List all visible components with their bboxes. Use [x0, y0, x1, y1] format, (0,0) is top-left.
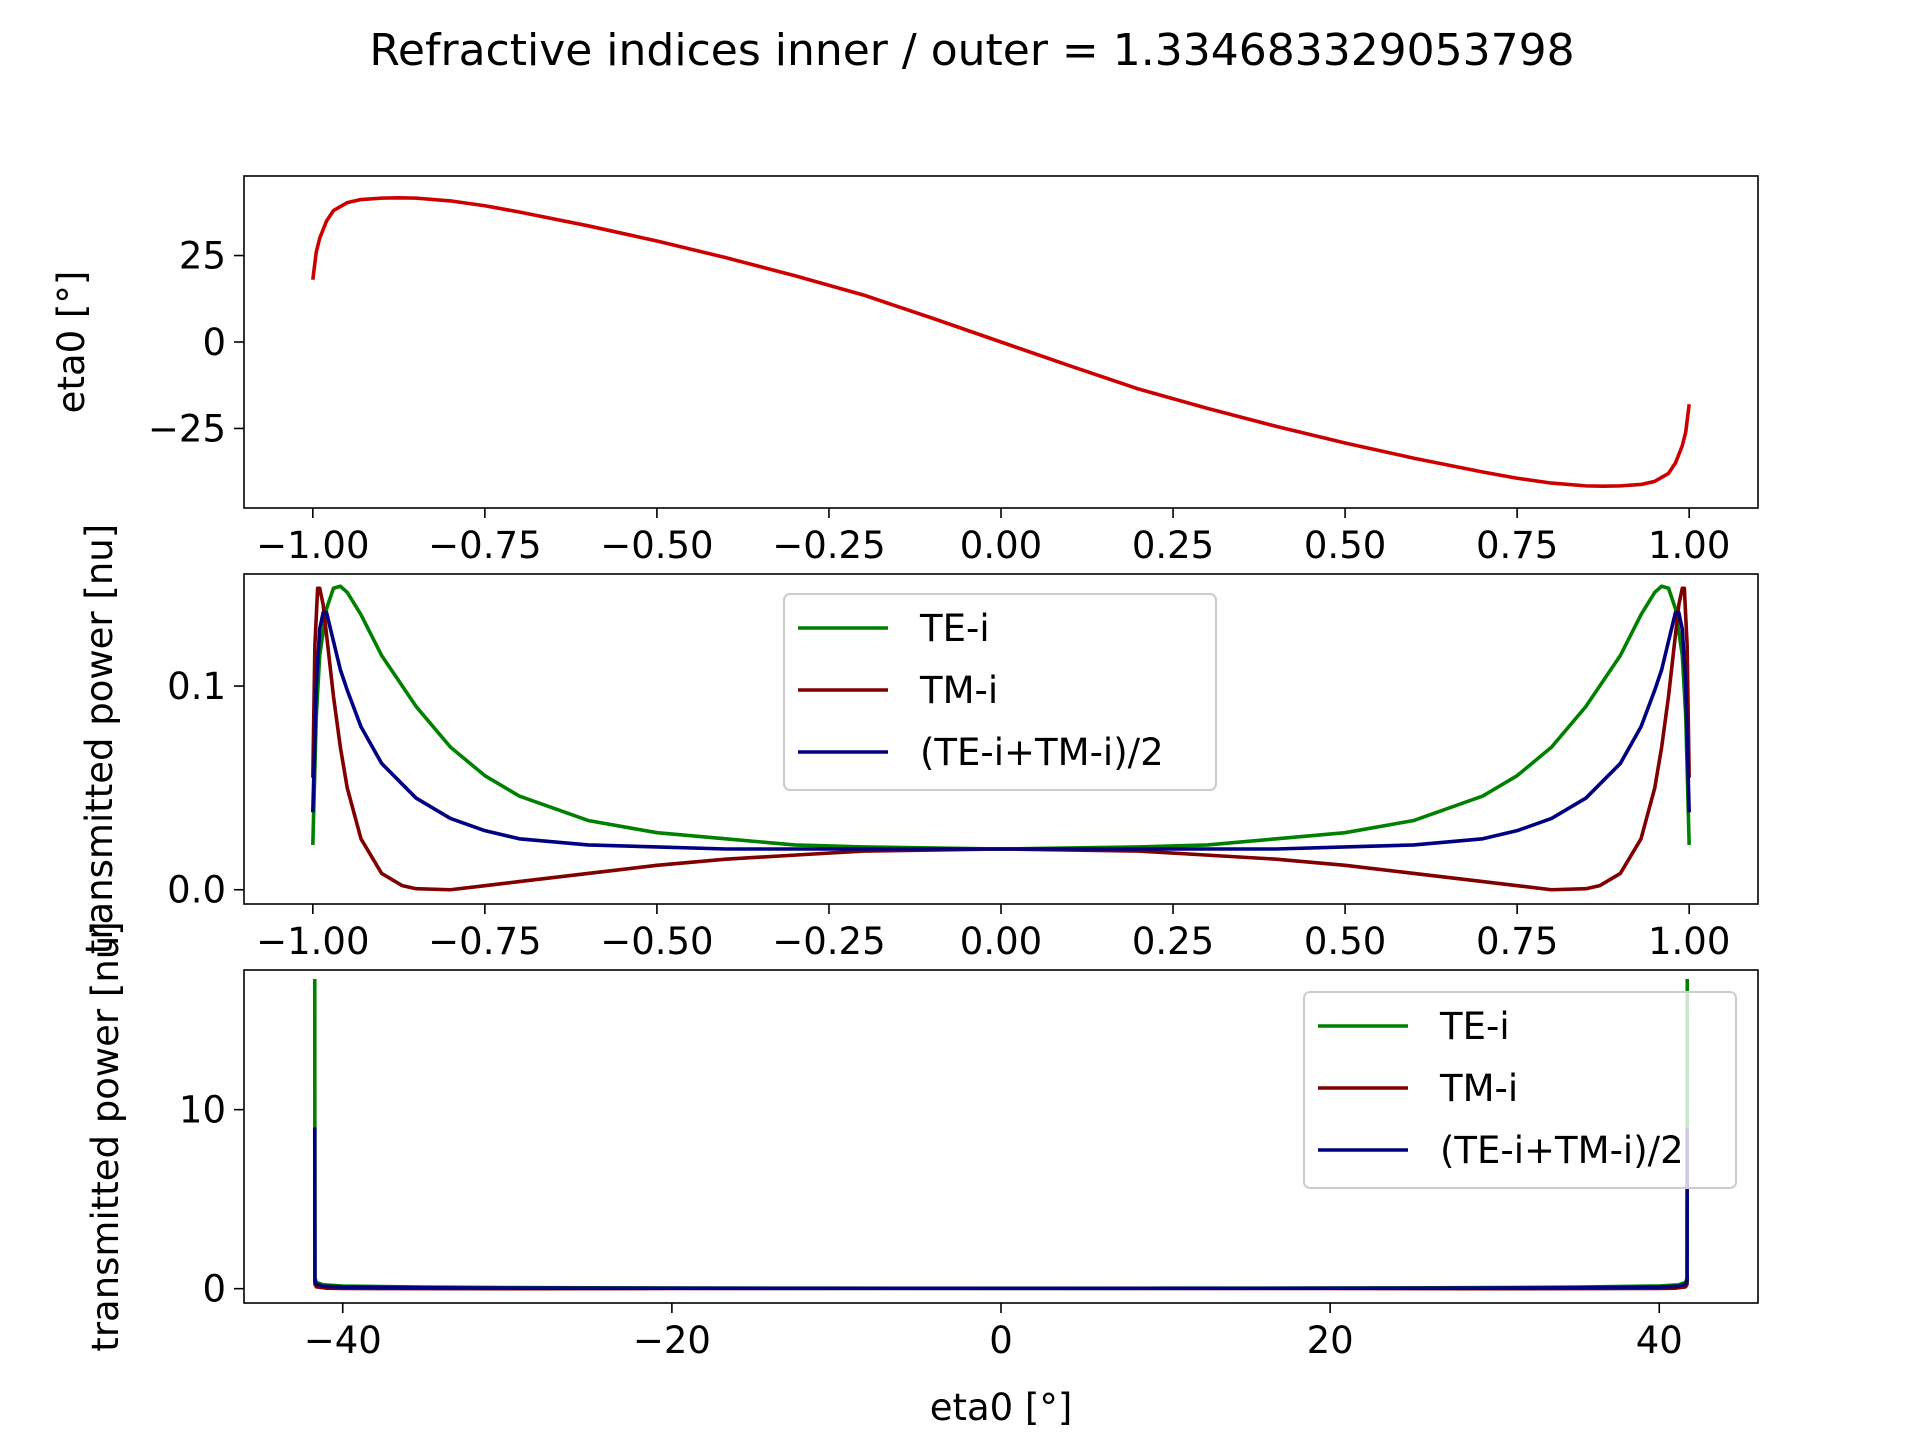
- x-tick-label: 0.25: [1132, 920, 1214, 963]
- x-tick-label: 0.75: [1476, 524, 1558, 567]
- subplot-3: −40 −20 0 20 40 10 0 transmitted power [nu] eta0…: [84, 921, 1759, 1429]
- x-axis-label: eta0 [°]: [930, 1386, 1073, 1429]
- x-tick-label: 0: [989, 1319, 1013, 1362]
- x-tick-label: 20: [1307, 1319, 1354, 1362]
- legend-frame: [783, 593, 1217, 791]
- x-tick-label: −0.50: [600, 920, 713, 963]
- x-tick-label: −0.50: [600, 524, 713, 567]
- x-tick-label: 40: [1636, 1319, 1683, 1362]
- y-tick-label: 0: [202, 321, 226, 364]
- series-line-te-i-tm-i-2: [311, 610, 1691, 851]
- x-tick-label: 0.25: [1132, 524, 1214, 567]
- subplot-1: −1.00 −0.75 −0.50 −0.25 0.00 0.25 0.50 0.75 1.00…: [50, 175, 1759, 567]
- x-tick-label: 1.00: [1648, 524, 1730, 567]
- y-tick-label: 0.1: [167, 665, 226, 708]
- x-tick-label: 0.00: [960, 920, 1042, 963]
- x-tick-label: −20: [633, 1319, 711, 1362]
- y-tick-label: 10: [179, 1089, 226, 1132]
- legend-entry: (TE-i+TM-i)/2: [1440, 1129, 1684, 1172]
- series-group: [312, 978, 1690, 1291]
- x-tick-label: −0.75: [428, 524, 541, 567]
- x-tick-label: 0.50: [1304, 524, 1386, 567]
- x-tick-label: 0.50: [1304, 920, 1386, 963]
- x-tick-label: 0.00: [960, 524, 1042, 567]
- subplot-2: −1.00 −0.75 −0.50 −0.25 0.00 0.25 0.50 0.75 1.00…: [78, 524, 1759, 963]
- series-group: [311, 584, 1691, 892]
- plots-group: −1.00 −0.75 −0.50 −0.25 0.00 0.25 0.50 0.75 1.00…: [50, 175, 1759, 1429]
- x-tick-label: −0.25: [772, 920, 885, 963]
- x-tick-label: 1.00: [1648, 920, 1730, 963]
- legend-entry: TM-i: [1439, 1067, 1518, 1110]
- y-tick-label: 0.0: [167, 869, 226, 912]
- x-tick-label: −1.00: [256, 524, 369, 567]
- y-axis-label: transmitted power [nu]: [78, 524, 121, 954]
- legend-frame: [1303, 991, 1737, 1189]
- legend-entry: TE-i: [919, 607, 990, 650]
- y-tick-label: −25: [148, 407, 226, 450]
- series-line-te-i-tm-i-2: [312, 1127, 1690, 1291]
- x-tick-label: −1.00: [256, 920, 369, 963]
- y-axis-label: transmitted power [nu]: [84, 921, 127, 1351]
- series-line-eta0: [311, 195, 1691, 489]
- x-tick-label: 0.75: [1476, 920, 1558, 963]
- legend: TE-i TM-i (TE-i+TM-i)/2: [1303, 991, 1737, 1189]
- series-group: [311, 195, 1691, 489]
- legend: TE-i TM-i (TE-i+TM-i)/2: [783, 593, 1217, 791]
- y-tick-label: 25: [179, 235, 226, 278]
- x-tick-label: −0.75: [428, 920, 541, 963]
- legend-entry: (TE-i+TM-i)/2: [920, 731, 1164, 774]
- figure-title: Refractive indices inner / outer = 1.334…: [369, 25, 1574, 76]
- y-axis-label: eta0 [°]: [50, 271, 93, 414]
- x-tick-label: −40: [304, 1319, 382, 1362]
- y-tick-label: 0: [202, 1268, 226, 1311]
- x-tick-label: −0.25: [772, 524, 885, 567]
- legend-entry: TE-i: [1439, 1005, 1510, 1048]
- legend-entry: TM-i: [919, 669, 998, 712]
